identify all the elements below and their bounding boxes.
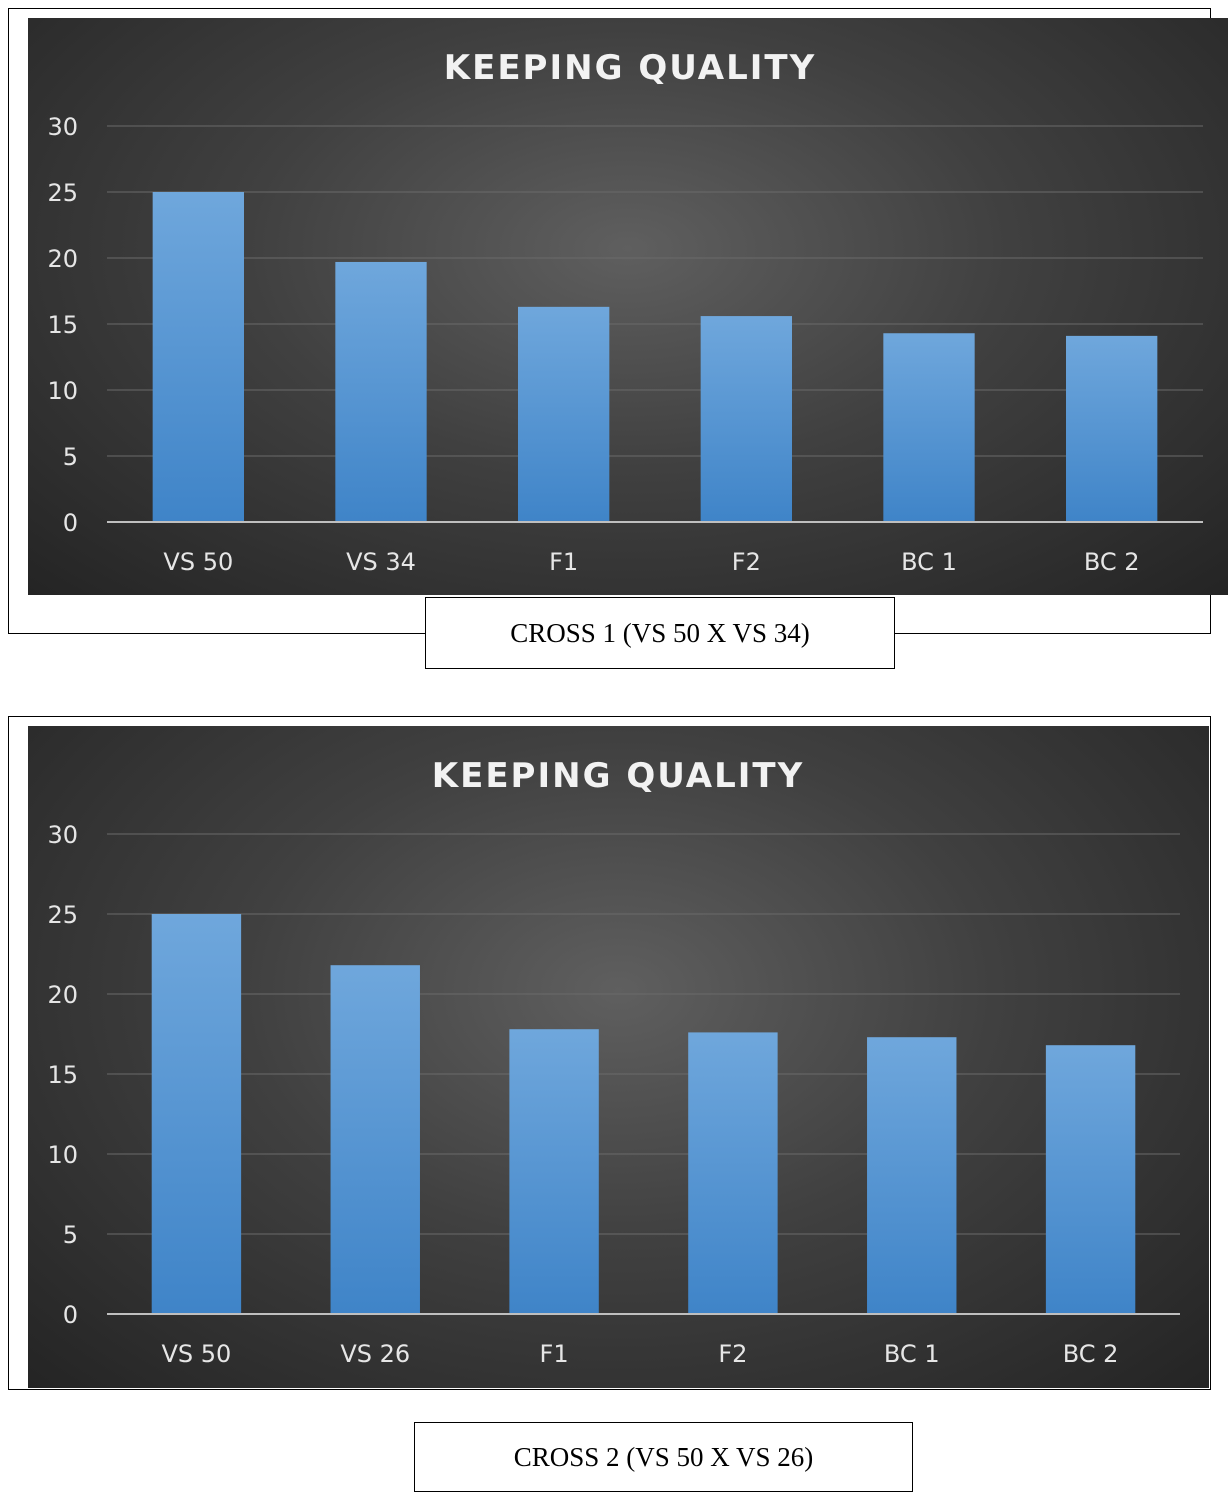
y-tick-label: 20 bbox=[47, 245, 78, 273]
y-tick-label: 25 bbox=[47, 179, 78, 207]
chart-title: KEEPING QUALITY bbox=[432, 756, 804, 796]
x-tick-label: VS 26 bbox=[340, 1340, 410, 1368]
keeping-quality-chart-cross-2: KEEPING QUALITY 0 5 10 15 20 25 30 VS 50 VS 26 F1 F… bbox=[28, 726, 1209, 1388]
bar-vs-34 bbox=[335, 261, 427, 522]
x-tick-label: BC 2 bbox=[1084, 548, 1140, 576]
x-tick-label: F2 bbox=[732, 548, 761, 576]
y-tick-label: 15 bbox=[47, 311, 78, 339]
x-tick-label: VS 34 bbox=[346, 548, 416, 576]
bar-vs-50 bbox=[152, 192, 244, 522]
y-tick-label: 15 bbox=[47, 1061, 78, 1089]
bar-f1 bbox=[509, 1029, 599, 1314]
chart-title: KEEPING QUALITY bbox=[444, 48, 816, 88]
bar-bc-1 bbox=[867, 1037, 957, 1314]
bar-bc-2 bbox=[1066, 335, 1158, 522]
bar-f2 bbox=[688, 1032, 778, 1314]
x-tick-label: VS 50 bbox=[162, 1340, 232, 1368]
bar-bc-1 bbox=[883, 333, 975, 522]
y-tick-label: 0 bbox=[63, 1301, 78, 1329]
x-tick-label: BC 1 bbox=[884, 1340, 940, 1368]
chart-frame-cross-2 bbox=[8, 716, 1211, 1390]
caption-cross-1: CROSS 1 (VS 50 X VS 34) bbox=[425, 597, 895, 669]
y-tick-label: 10 bbox=[47, 377, 78, 405]
y-tick-label: 30 bbox=[47, 821, 78, 849]
x-tick-label: BC 1 bbox=[901, 548, 957, 576]
y-tick-label: 30 bbox=[47, 113, 78, 141]
y-tick-label: 0 bbox=[63, 509, 78, 537]
y-tick-label: 5 bbox=[63, 1221, 78, 1249]
x-tick-label: BC 2 bbox=[1063, 1340, 1119, 1368]
bar-f1 bbox=[518, 306, 610, 522]
chart-svg-cross-1: KEEPING QUALITY 0 5 10 15 20 25 30 VS 50 VS 34 F1 F… bbox=[47, 48, 1203, 576]
bar-bc-2 bbox=[1045, 1045, 1136, 1314]
y-tick-label: 25 bbox=[47, 901, 78, 929]
bar-vs-26 bbox=[330, 965, 420, 1314]
x-tick-label: F2 bbox=[718, 1340, 747, 1368]
chart-svg-cross-2: KEEPING QUALITY 0 5 10 15 20 25 30 VS 50 VS 26 F1 F… bbox=[47, 756, 1180, 1368]
bar-vs-50 bbox=[151, 914, 242, 1314]
y-tick-label: 20 bbox=[47, 981, 78, 1009]
x-tick-label: F1 bbox=[540, 1340, 569, 1368]
caption-cross-2: CROSS 2 (VS 50 X VS 26) bbox=[414, 1422, 913, 1492]
x-tick-label: VS 50 bbox=[163, 548, 233, 576]
x-tick-label: F1 bbox=[549, 548, 578, 576]
keeping-quality-chart-cross-1: KEEPING QUALITY 0 5 10 15 20 25 30 VS 50 VS 34 F1 F… bbox=[28, 18, 1228, 595]
y-tick-label: 10 bbox=[47, 1141, 78, 1169]
bar-f2 bbox=[700, 316, 792, 522]
y-tick-label: 5 bbox=[63, 443, 78, 471]
